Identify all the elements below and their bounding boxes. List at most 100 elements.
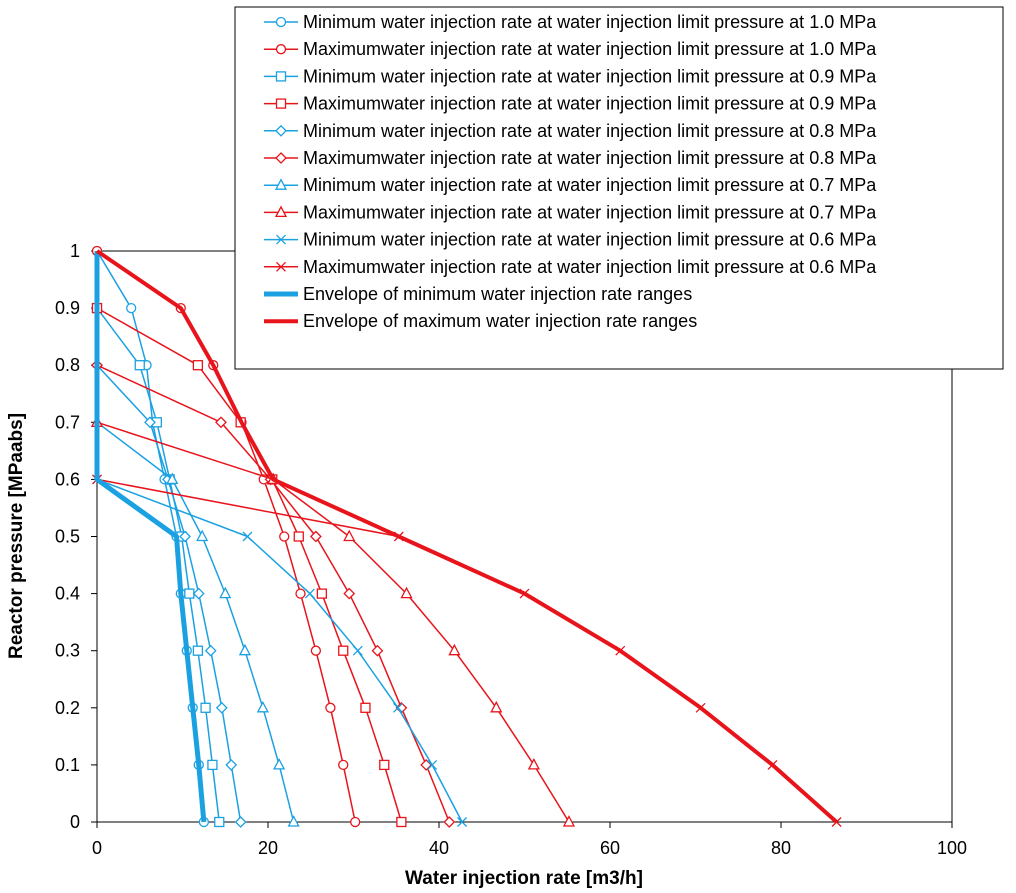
data-point: [242, 531, 253, 542]
legend: Minimum water injection rate at water in…: [234, 6, 1004, 370]
data-point: [207, 759, 218, 771]
data-point: [379, 759, 390, 771]
series-11: [94, 251, 207, 823]
legend-entry: Minimum water injection rate at water in…: [264, 12, 877, 32]
series-line: [96, 307, 221, 823]
legend-marker: [274, 205, 288, 218]
legend-label: Maximumwater injection rate at water inj…: [303, 39, 877, 59]
legend-marker: [275, 124, 287, 137]
series-line: [96, 421, 570, 823]
data-point: [184, 588, 195, 599]
legend-entry: Minimum water injection rate at water in…: [264, 121, 877, 141]
data-point: [126, 302, 137, 314]
y-tick-label: 1: [70, 241, 80, 261]
legend-entry: Minimum water injection rate at water in…: [264, 175, 877, 195]
data-point: [527, 758, 540, 770]
data-point: [309, 530, 322, 543]
y-tick-label: 0.7: [55, 412, 80, 432]
series-7: [90, 415, 300, 827]
data-point: [134, 360, 145, 371]
data-point: [427, 759, 438, 770]
data-point: [273, 758, 286, 770]
legend-marker: [276, 261, 286, 272]
legend-entry: Minimum water injection rate at water in…: [264, 66, 877, 86]
legend-label: Minimum water injection rate at water in…: [303, 175, 877, 195]
y-tick-label: 0.8: [55, 355, 80, 375]
data-point: [490, 700, 503, 713]
data-point: [562, 815, 576, 827]
legend-label: Maximumwater injection rate at water inj…: [303, 202, 877, 222]
legend-entry: Envelope of maximum water injection rate…: [264, 311, 697, 331]
x-tick-label: 20: [258, 838, 278, 858]
legend-marker: [276, 234, 286, 245]
data-point: [192, 360, 204, 371]
legend-label: Maximumwater injection rate at water inj…: [303, 257, 877, 277]
series-line: [95, 249, 838, 824]
series-layer: [90, 245, 842, 828]
data-point: [179, 530, 191, 543]
y-tick-label: 0.3: [55, 641, 80, 661]
legend-label: Maximumwater injection rate at water inj…: [303, 148, 877, 168]
legend-marker: [275, 44, 287, 55]
data-point: [293, 531, 304, 542]
series-line: [96, 307, 403, 823]
data-point: [457, 817, 468, 827]
data-point: [144, 416, 156, 429]
x-tick-label: 100: [937, 838, 967, 858]
data-point: [238, 643, 251, 656]
legend-entry: Maximumwater injection rate at water inj…: [264, 257, 877, 277]
y-tick-label: 0.6: [55, 469, 80, 489]
series-12: [95, 249, 838, 824]
data-point: [316, 588, 328, 599]
data-point: [325, 702, 336, 713]
data-point: [200, 702, 211, 713]
series-line: [94, 251, 207, 823]
legend-entry: Maximumwater injection rate at water inj…: [264, 39, 877, 59]
y-tick-label: 0.1: [55, 755, 80, 775]
data-point: [400, 586, 413, 599]
x-tick-label: 0: [92, 838, 102, 858]
y-tick-label: 0.4: [55, 584, 80, 604]
data-point: [371, 644, 384, 657]
legend-entry: Minimum water injection rate at water in…: [264, 230, 877, 250]
legend-box: [234, 6, 1004, 370]
data-point: [310, 645, 322, 656]
legend-marker: [275, 152, 287, 164]
x-tick-label: 40: [429, 838, 449, 858]
data-point: [396, 816, 407, 828]
data-point: [214, 816, 225, 828]
data-point: [166, 472, 179, 485]
data-point: [343, 529, 356, 542]
legend-label: Minimum water injection rate at water in…: [303, 12, 877, 32]
legend-marker: [274, 178, 288, 190]
data-point: [215, 701, 228, 714]
legend-label: Minimum water injection rate at water in…: [303, 66, 877, 86]
legend-label: Minimum water injection rate at water in…: [303, 230, 877, 250]
data-point: [338, 645, 349, 656]
data-point: [420, 758, 433, 771]
data-point: [204, 644, 217, 657]
y-tick-label: 0.2: [55, 698, 80, 718]
data-point: [234, 816, 247, 828]
legend-entry: Maximumwater injection rate at water inj…: [264, 202, 877, 222]
legend-label: Envelope of maximum water injection rate…: [303, 311, 697, 331]
data-point: [215, 416, 227, 429]
legend-label: Minimum water injection rate at water in…: [303, 121, 877, 141]
series-line: [96, 421, 295, 823]
data-point: [343, 587, 356, 600]
y-tick-label: 0.9: [55, 298, 80, 318]
data-point: [192, 645, 204, 656]
data-point: [196, 529, 209, 542]
data-point: [443, 816, 456, 828]
legend-label: Maximumwater injection rate at water inj…: [303, 94, 877, 114]
legend-label: Envelope of minimum water injection rate…: [303, 284, 692, 304]
data-point: [219, 586, 232, 599]
legend-entry: Maximumwater injection rate at water inj…: [264, 94, 877, 114]
data-point: [279, 531, 290, 542]
data-point: [448, 643, 461, 656]
x-tick-label: 60: [600, 838, 620, 858]
data-point: [225, 758, 238, 771]
x-tick-label: 80: [771, 838, 791, 858]
legend-entry: Maximumwater injection rate at water inj…: [264, 148, 877, 168]
